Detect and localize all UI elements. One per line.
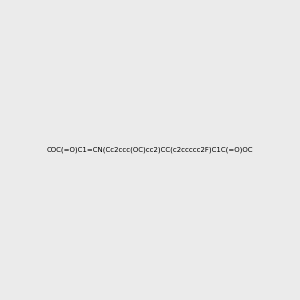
Text: COC(=O)C1=CN(Cc2ccc(OC)cc2)CC(c2ccccc2F)C1C(=O)OC: COC(=O)C1=CN(Cc2ccc(OC)cc2)CC(c2ccccc2F)… bbox=[47, 147, 253, 153]
